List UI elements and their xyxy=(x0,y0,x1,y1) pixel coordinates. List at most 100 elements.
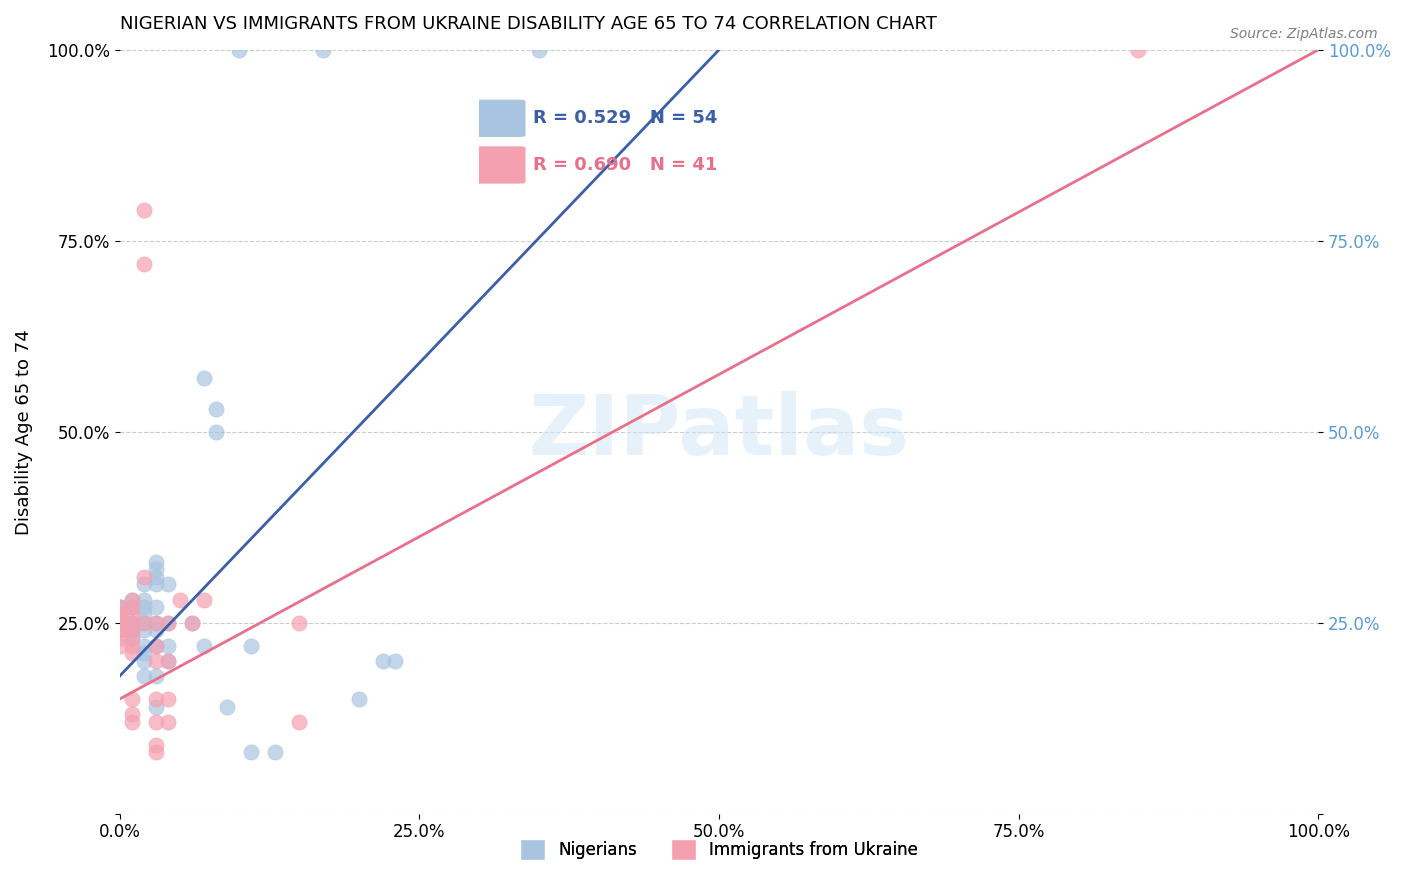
Point xyxy=(108,615,131,630)
Point xyxy=(121,624,143,638)
Point xyxy=(145,570,167,584)
Text: NIGERIAN VS IMMIGRANTS FROM UKRAINE DISABILITY AGE 65 TO 74 CORRELATION CHART: NIGERIAN VS IMMIGRANTS FROM UKRAINE DISA… xyxy=(120,15,936,33)
Point xyxy=(121,707,143,722)
Point xyxy=(108,607,131,622)
Point xyxy=(132,639,155,653)
Point xyxy=(132,615,155,630)
Point xyxy=(288,714,311,729)
Point xyxy=(121,600,143,615)
Text: Source: ZipAtlas.com: Source: ZipAtlas.com xyxy=(1230,27,1378,41)
Point xyxy=(156,692,179,706)
Point xyxy=(121,615,143,630)
Point xyxy=(132,669,155,683)
Point xyxy=(156,654,179,668)
Point xyxy=(108,600,131,615)
Point xyxy=(121,692,143,706)
Point xyxy=(145,639,167,653)
Point xyxy=(180,615,202,630)
Point xyxy=(193,371,215,385)
Point xyxy=(145,639,167,653)
Point xyxy=(132,615,155,630)
Point xyxy=(121,600,143,615)
Point xyxy=(264,746,287,760)
Point xyxy=(145,714,167,729)
Point xyxy=(132,654,155,668)
Point xyxy=(145,624,167,638)
Point xyxy=(108,631,131,645)
Point xyxy=(156,615,179,630)
Point xyxy=(121,615,143,630)
Point xyxy=(108,639,131,653)
Point xyxy=(121,607,143,622)
Legend: Nigerians, Immigrants from Ukraine: Nigerians, Immigrants from Ukraine xyxy=(513,833,924,866)
Point xyxy=(121,639,143,653)
Point xyxy=(108,607,131,622)
Point xyxy=(121,714,143,729)
Point xyxy=(156,615,179,630)
Point xyxy=(132,592,155,607)
Point xyxy=(132,203,155,218)
Point xyxy=(132,600,155,615)
Point xyxy=(384,654,406,668)
Point xyxy=(108,624,131,638)
Point xyxy=(108,615,131,630)
Point xyxy=(145,738,167,752)
Point xyxy=(108,600,131,615)
Point xyxy=(121,624,143,638)
Point xyxy=(1128,43,1150,57)
Point xyxy=(132,624,155,638)
Point xyxy=(180,615,202,630)
Point xyxy=(132,577,155,591)
Point xyxy=(145,562,167,576)
Point xyxy=(108,600,131,615)
Point xyxy=(312,43,335,57)
Point xyxy=(121,624,143,638)
Point xyxy=(108,607,131,622)
Point xyxy=(228,43,250,57)
Point xyxy=(145,615,167,630)
Point xyxy=(204,401,226,416)
Point xyxy=(156,639,179,653)
Point xyxy=(240,639,263,653)
Point xyxy=(108,607,131,622)
Y-axis label: Disability Age 65 to 74: Disability Age 65 to 74 xyxy=(15,329,32,534)
Point xyxy=(121,631,143,645)
Point xyxy=(121,615,143,630)
Point xyxy=(240,746,263,760)
Point xyxy=(121,592,143,607)
Point xyxy=(108,615,131,630)
Point xyxy=(132,257,155,271)
Point xyxy=(132,607,155,622)
Point xyxy=(193,639,215,653)
Point xyxy=(527,43,550,57)
Point xyxy=(156,654,179,668)
Point xyxy=(121,631,143,645)
Point xyxy=(145,615,167,630)
Point xyxy=(145,746,167,760)
Point xyxy=(132,570,155,584)
Text: ZIPatlas: ZIPatlas xyxy=(529,392,910,472)
Point xyxy=(193,592,215,607)
Point xyxy=(121,646,143,660)
Point xyxy=(145,699,167,714)
Point xyxy=(156,577,179,591)
Point xyxy=(349,692,371,706)
Point xyxy=(145,600,167,615)
Point xyxy=(108,624,131,638)
Point xyxy=(145,555,167,569)
Point xyxy=(121,600,143,615)
Point xyxy=(145,654,167,668)
Point xyxy=(145,577,167,591)
Point xyxy=(132,646,155,660)
Point xyxy=(204,425,226,439)
Point xyxy=(169,592,191,607)
Point xyxy=(108,615,131,630)
Point xyxy=(288,615,311,630)
Point xyxy=(121,592,143,607)
Point xyxy=(145,669,167,683)
Point xyxy=(373,654,395,668)
Point xyxy=(217,699,239,714)
Point xyxy=(121,624,143,638)
Point xyxy=(145,692,167,706)
Point xyxy=(156,714,179,729)
